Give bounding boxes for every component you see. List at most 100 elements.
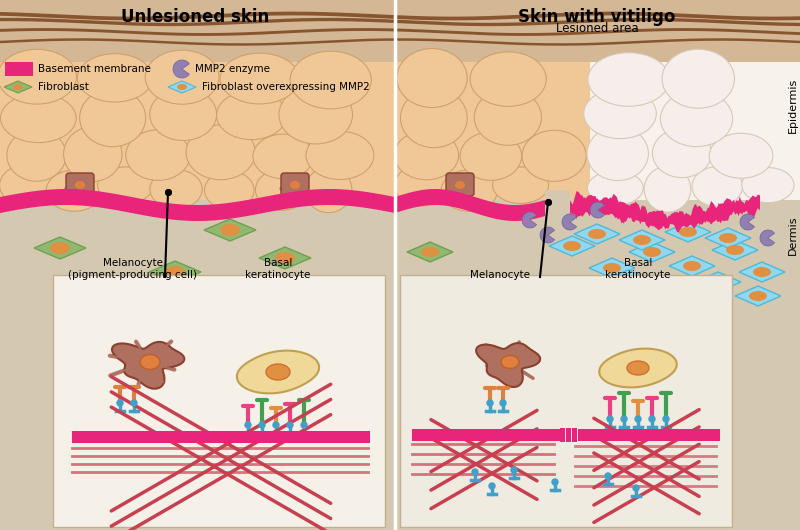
- Polygon shape: [548, 191, 760, 233]
- Ellipse shape: [501, 356, 519, 368]
- Polygon shape: [605, 270, 651, 290]
- Ellipse shape: [587, 127, 649, 181]
- Circle shape: [301, 422, 307, 428]
- Polygon shape: [629, 242, 675, 262]
- Ellipse shape: [633, 235, 651, 245]
- Bar: [578, 429, 720, 441]
- Text: Fibroblast: Fibroblast: [38, 82, 89, 92]
- Ellipse shape: [584, 89, 656, 139]
- Ellipse shape: [1, 94, 76, 143]
- Text: Melanocyte
(pigment-producing cell): Melanocyte (pigment-producing cell): [69, 259, 198, 280]
- Wedge shape: [760, 230, 774, 246]
- Ellipse shape: [749, 291, 767, 301]
- Ellipse shape: [493, 167, 549, 204]
- Ellipse shape: [217, 91, 286, 139]
- Polygon shape: [112, 342, 184, 388]
- Bar: [590, 0, 800, 200]
- Circle shape: [663, 416, 669, 422]
- Circle shape: [131, 400, 137, 406]
- Ellipse shape: [306, 131, 374, 180]
- Polygon shape: [665, 222, 711, 242]
- Ellipse shape: [394, 165, 450, 206]
- Polygon shape: [34, 237, 86, 259]
- Text: Basal
keratinocyte: Basal keratinocyte: [606, 259, 670, 280]
- Circle shape: [287, 422, 293, 428]
- Text: Skin with vitiligo: Skin with vitiligo: [518, 8, 676, 26]
- Wedge shape: [590, 202, 605, 218]
- Ellipse shape: [587, 171, 643, 205]
- Ellipse shape: [401, 89, 467, 148]
- Ellipse shape: [753, 267, 771, 277]
- Circle shape: [621, 416, 627, 422]
- Text: Lesioned area: Lesioned area: [556, 22, 638, 35]
- Ellipse shape: [98, 167, 154, 204]
- Text: Epidermis: Epidermis: [788, 77, 798, 132]
- Bar: [5, 62, 33, 76]
- Polygon shape: [695, 272, 741, 292]
- Ellipse shape: [679, 227, 697, 237]
- Ellipse shape: [220, 224, 240, 236]
- Ellipse shape: [522, 130, 586, 181]
- Ellipse shape: [126, 130, 190, 180]
- Ellipse shape: [603, 263, 621, 273]
- Bar: [395, 170, 800, 530]
- Circle shape: [487, 400, 493, 406]
- Ellipse shape: [0, 49, 77, 104]
- Ellipse shape: [643, 247, 661, 257]
- Ellipse shape: [588, 229, 606, 239]
- FancyBboxPatch shape: [446, 173, 474, 196]
- Circle shape: [273, 422, 279, 428]
- Text: Melanocyte: Melanocyte: [470, 270, 530, 280]
- Polygon shape: [589, 258, 635, 278]
- Circle shape: [489, 483, 495, 489]
- Circle shape: [605, 473, 611, 479]
- Polygon shape: [149, 261, 201, 283]
- Polygon shape: [574, 224, 620, 244]
- Ellipse shape: [255, 169, 308, 210]
- Bar: [72, 431, 370, 443]
- Bar: [566, 428, 571, 442]
- Ellipse shape: [726, 245, 744, 255]
- Bar: [560, 428, 565, 442]
- Circle shape: [245, 422, 251, 428]
- Circle shape: [633, 485, 639, 491]
- Circle shape: [511, 467, 517, 473]
- Ellipse shape: [186, 125, 255, 180]
- Ellipse shape: [692, 166, 742, 207]
- Polygon shape: [0, 189, 395, 221]
- Text: Dermis: Dermis: [788, 215, 798, 255]
- Ellipse shape: [709, 277, 727, 287]
- Wedge shape: [522, 212, 537, 228]
- Ellipse shape: [253, 134, 314, 179]
- Ellipse shape: [279, 85, 353, 144]
- Text: Basement membrane: Basement membrane: [38, 64, 151, 74]
- Polygon shape: [669, 256, 715, 276]
- Bar: [572, 428, 577, 442]
- Ellipse shape: [275, 252, 295, 264]
- Ellipse shape: [78, 54, 153, 102]
- Ellipse shape: [474, 89, 542, 145]
- Ellipse shape: [663, 287, 681, 297]
- Ellipse shape: [46, 170, 102, 211]
- Circle shape: [552, 479, 558, 485]
- Ellipse shape: [266, 364, 290, 380]
- Ellipse shape: [140, 355, 160, 369]
- Ellipse shape: [0, 165, 54, 206]
- Ellipse shape: [177, 84, 187, 90]
- Ellipse shape: [7, 129, 66, 181]
- Text: Fibroblast overexpressing MMP2: Fibroblast overexpressing MMP2: [202, 82, 370, 92]
- Ellipse shape: [660, 91, 733, 147]
- Bar: [545, 190, 570, 235]
- Ellipse shape: [205, 171, 254, 209]
- Circle shape: [635, 416, 641, 422]
- Polygon shape: [559, 278, 605, 298]
- Polygon shape: [705, 228, 751, 248]
- Bar: [0, 0, 395, 62]
- Polygon shape: [237, 351, 319, 393]
- Ellipse shape: [13, 84, 23, 90]
- Ellipse shape: [50, 242, 70, 254]
- Ellipse shape: [573, 283, 591, 293]
- Wedge shape: [173, 60, 190, 78]
- Ellipse shape: [644, 166, 690, 212]
- Polygon shape: [168, 81, 196, 93]
